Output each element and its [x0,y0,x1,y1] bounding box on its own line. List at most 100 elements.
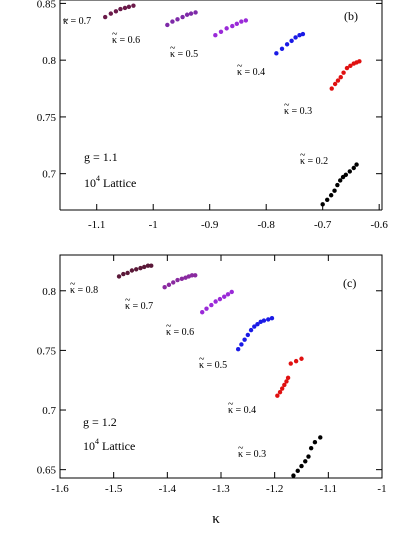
panel-c-point-series-3 [261,318,267,323]
panel-b-point-series-5 [335,78,341,83]
svg-text:~: ~ [238,443,244,454]
panel-c-g-annotation: g = 1.2 [83,415,117,429]
svg-text:~: ~ [70,279,76,290]
panel-c-point-series-1 [193,273,198,278]
panel-b-point-series-5 [341,70,346,75]
panel-b-point-series-4 [293,35,298,40]
svg-text:~: ~ [170,43,176,54]
panel-c-series-label-4: ~ κ = 0.4 [228,399,256,416]
panel-b-point-series-3 [224,26,229,31]
panel-c-point-series-1 [189,273,195,278]
panel-c-point-series-4 [277,389,283,395]
x-axis-label: κ [212,511,220,527]
panel-c-point-series-0 [149,263,154,268]
panel-c-point-series-4 [299,356,304,361]
panel-c-point-series-1 [179,276,185,282]
svg-text:κ = 0.3: κ = 0.3 [238,449,266,460]
panel-b-x-tick-label: -0.9 [201,219,219,231]
panel-b-point-series-5 [344,65,350,71]
panel-c-point-series-3 [269,316,275,321]
panel-b-point-series-5 [357,59,362,64]
svg-text:κ = 0.2: κ = 0.2 [300,156,328,167]
panel-b-y-tick-label: 0.75 [37,112,57,124]
svg-text:κ = 0.4: κ = 0.4 [228,405,256,416]
panel-b-point-series-2 [170,19,175,24]
panel-c-point-series-4 [282,382,287,388]
panel-c-point-series-0 [125,270,130,276]
panel-b-x-tick-label: -0.7 [314,219,332,231]
panel-c-y-tick-label: 0.8 [42,286,56,298]
panel-b-point-series-2 [175,17,180,22]
panel-c-point-series-0 [121,271,126,277]
panel-c-x-tick-label: -1.1 [320,483,337,495]
panel-c-series-label-0: ~ κ = 0.8 [70,279,98,296]
panel-b-series-label-4: ~ κ = 0.3 [284,100,312,117]
panel-b-x-tick-label: -0.6 [370,219,388,231]
panel-b-lattice-annotation: 104 Lattice [84,174,136,190]
panel-b-point-series-3 [230,23,235,29]
panel-b-point-series-4 [297,32,302,38]
svg-text:~: ~ [237,61,243,72]
panel-b-series-label-3: ~ κ = 0.4 [237,61,265,78]
panel-c-y-tick-label: 0.7 [42,405,56,417]
panel-c-point-series-2 [213,299,218,304]
panel-c-point-series-1 [162,284,167,290]
panel-c-point-series-5 [306,454,311,459]
panel-c-point-series-3 [239,342,244,347]
panel-b-point-series-5 [338,74,343,80]
panel-c-point-series-0 [142,264,147,270]
panel-b-g-annotation: g = 1.1 [84,150,118,164]
panel-c-point-series-5 [318,435,323,440]
svg-text:κ = 0.7: κ = 0.7 [63,16,91,27]
panel-c-ticks: -1.6 -1.5 -1.4 -1.3 -1.2 -1.1 -1 0.65 0.7 0.75 0.8 [37,255,387,495]
panel-c-point-series-5 [312,440,318,445]
svg-text:κ = 0.5: κ = 0.5 [170,49,198,60]
panel-c-marks [116,263,323,478]
svg-text:~: ~ [199,354,205,365]
svg-text:κ = 0.6: κ = 0.6 [166,327,194,338]
panel-b-point-series-1 [108,11,114,16]
panel-c-point-series-0 [145,263,151,268]
panel-b-point-series-6 [351,165,356,171]
panel-c-series-label-5: ~ κ = 0.3 [238,443,266,460]
panel-b-point-series-2 [193,10,198,15]
panel-c-point-series-2 [217,296,223,302]
panel-b-ticks: -1.1 -1 -0.9 -0.8 -0.7 -0.6 0.7 0.75 0.8 0.85 [37,0,389,231]
svg-text:~: ~ [125,295,131,306]
svg-text:~: ~ [63,15,69,26]
panel-b-point-series-2 [188,11,194,16]
panel-b-point-series-4 [300,31,306,37]
panel-c-point-series-1 [166,282,172,288]
panel-c-point-series-5 [303,459,308,464]
panel-c-x-tick-label: -1 [377,483,386,495]
panel-c-point-series-5 [308,445,314,451]
panel-b-chart: -1.1 -1 -0.9 -0.8 -0.7 -0.6 0.7 0.75 0.8 0.85 (b)… [37,0,389,231]
panel-c-x-tick-label: -1.4 [159,483,177,495]
panel-c-point-series-5 [295,468,300,474]
panel-b-point-series-1 [131,3,136,8]
panel-c-point-series-4 [279,386,285,391]
panel-c-point-series-3 [242,337,247,342]
panel-b-x-tick-label: -1 [149,219,158,231]
svg-text:~: ~ [284,100,290,111]
panel-c-point-series-3 [245,332,251,338]
svg-text:~: ~ [112,29,118,40]
panel-c-point-series-2 [225,292,231,297]
panel-b-point-series-5 [348,63,353,69]
panel-c-point-series-4 [285,375,291,381]
panel-c-point-series-2 [204,306,209,311]
panel-b-point-series-4 [274,51,279,56]
panel-c-point-series-2 [222,294,227,299]
panel-c-x-tick-label: -1.6 [51,483,69,495]
panel-b-series-label-5: ~ κ = 0.2 [300,150,328,167]
panel-b-point-series-1 [126,4,132,10]
panel-b-point-series-2 [184,12,190,17]
panel-b-point-series-6 [320,202,325,207]
panel-c-point-series-2 [209,302,214,308]
panel-b-y-tick-label: 0.85 [37,0,57,10]
panel-b-y-tick-label: 0.8 [42,55,56,67]
panel-c-point-series-0 [116,274,122,279]
panel-c-point-series-4 [284,379,289,384]
panel-c-chart: -1.6 -1.5 -1.4 -1.3 -1.2 -1.1 -1 0.65 0.7 0.75 0.8… [37,254,387,527]
